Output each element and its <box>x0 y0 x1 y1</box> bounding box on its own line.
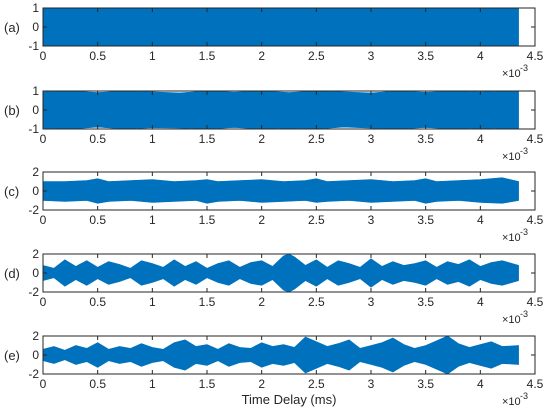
x-tick-label: 1.5 <box>199 213 216 227</box>
x-tick-label: 1 <box>149 132 156 146</box>
x-tick-label: 0 <box>40 132 47 146</box>
x-tick-label: 0 <box>40 377 47 391</box>
x-tick-label: 0 <box>40 295 47 309</box>
x-tick-label: 0.5 <box>89 213 106 227</box>
x-tick-label: 3 <box>368 213 375 227</box>
x-tick-label: 2 <box>258 295 265 309</box>
x-tick-label: 3 <box>368 295 375 309</box>
panel-label: (d) <box>4 266 20 281</box>
panel-label: (c) <box>4 184 19 199</box>
x-tick-label: 1.5 <box>199 132 216 146</box>
y-tick-label: -2 <box>28 367 39 381</box>
panel-c: 0 0.5 1 1.5 2 2.5 3 3.5 4 4.5-202(c)×10 -3 <box>4 165 544 244</box>
x-tick-label: 3 <box>368 377 375 391</box>
x-exponent-power: -3 <box>520 391 528 401</box>
x-tick-label: 1 <box>149 377 156 391</box>
y-tick-label: -1 <box>28 122 39 136</box>
y-tick-label: -1 <box>28 39 39 53</box>
x-exponent-label: ×10 <box>502 68 521 80</box>
x-tick-label: 2.5 <box>308 213 325 227</box>
x-tick-label: 4 <box>477 49 484 63</box>
x-tick-label: 2.5 <box>308 132 325 146</box>
x-tick-label: 2.5 <box>308 377 325 391</box>
y-tick-label: 0 <box>32 348 39 362</box>
x-exponent-label: ×10 <box>502 151 521 163</box>
x-tick-label: 4 <box>477 132 484 146</box>
signal-envelope <box>42 253 519 293</box>
x-tick-label: 2 <box>258 213 265 227</box>
x-exponent-power: -3 <box>520 227 528 237</box>
x-tick-label: 2.5 <box>308 295 325 309</box>
x-exponent-label: ×10 <box>502 232 521 244</box>
x-exponent-label: ×10 <box>502 314 521 326</box>
x-tick-label: 1.5 <box>199 295 216 309</box>
panel-e: 0 0.5 1 1.5 2 2.5 3 3.5 4 4.5-202(e)×10 -3 <box>4 329 544 408</box>
x-tick-label: 0 <box>40 49 47 63</box>
y-tick-label: -2 <box>28 203 39 217</box>
x-axis-label: Time Delay (ms) <box>242 392 337 407</box>
panel-b: 0 0.5 1 1.5 2 2.5 3 3.5 4 4.5-101(b)×10 -3 <box>4 84 544 163</box>
x-tick-label: 3.5 <box>417 295 434 309</box>
y-tick-label: 1 <box>32 84 39 98</box>
x-tick-label: 0.5 <box>89 132 106 146</box>
x-tick-label: 4.5 <box>527 49 544 63</box>
x-tick-label: 1 <box>149 295 156 309</box>
x-tick-label: 3.5 <box>417 132 434 146</box>
x-tick-label: 4 <box>477 213 484 227</box>
waveform-panels: 0 0.5 1 1.5 2 2.5 3 3.5 4 4.5-101(a)×10 -30 0.5 1 1.5… <box>4 1 544 408</box>
panel-label: (a) <box>4 20 20 35</box>
x-tick-label: 1 <box>149 49 156 63</box>
x-tick-label: 4.5 <box>527 377 544 391</box>
x-tick-label: 2 <box>258 132 265 146</box>
signal-envelope <box>42 7 519 47</box>
x-tick-label: 2.5 <box>308 49 325 63</box>
x-tick-label: 4.5 <box>527 213 544 227</box>
y-tick-label: 0 <box>32 184 39 198</box>
x-tick-label: 3.5 <box>417 377 434 391</box>
x-tick-label: 4 <box>477 295 484 309</box>
y-tick-label: 0 <box>32 20 39 34</box>
x-tick-label: 3 <box>368 132 375 146</box>
panel-label: (e) <box>4 348 20 363</box>
x-tick-label: 1.5 <box>199 49 216 63</box>
y-tick-label: 2 <box>32 247 39 261</box>
x-tick-label: 3 <box>368 49 375 63</box>
x-tick-label: 0 <box>40 213 47 227</box>
x-tick-label: 0.5 <box>89 295 106 309</box>
x-exponent-power: -3 <box>520 146 528 156</box>
y-tick-label: 1 <box>32 1 39 15</box>
signal-envelope <box>42 177 519 204</box>
x-tick-label: 3.5 <box>417 213 434 227</box>
panel-label: (b) <box>4 103 20 118</box>
x-tick-label: 2 <box>258 49 265 63</box>
y-tick-label: 2 <box>32 329 39 343</box>
x-tick-label: 2 <box>258 377 265 391</box>
y-tick-label: 0 <box>32 103 39 117</box>
x-tick-label: 4.5 <box>527 132 544 146</box>
x-tick-label: 4.5 <box>527 295 544 309</box>
panel-a: 0 0.5 1 1.5 2 2.5 3 3.5 4 4.5-101(a)×10 -3 <box>4 1 544 80</box>
y-tick-label: 2 <box>32 165 39 179</box>
x-tick-label: 3.5 <box>417 49 434 63</box>
x-exponent-power: -3 <box>520 309 528 319</box>
x-tick-label: 4 <box>477 377 484 391</box>
signal-envelope <box>42 335 519 375</box>
x-tick-label: 0.5 <box>89 49 106 63</box>
x-exponent-label: ×10 <box>502 396 521 408</box>
x-tick-label: 1.5 <box>199 377 216 391</box>
y-tick-label: 0 <box>32 266 39 280</box>
x-tick-label: 1 <box>149 213 156 227</box>
signal-envelope <box>42 90 519 130</box>
x-tick-label: 0.5 <box>89 377 106 391</box>
x-exponent-power: -3 <box>520 63 528 73</box>
y-tick-label: -2 <box>28 285 39 299</box>
panel-d: 0 0.5 1 1.5 2 2.5 3 3.5 4 4.5-202(d)×10 -3 <box>4 247 544 326</box>
